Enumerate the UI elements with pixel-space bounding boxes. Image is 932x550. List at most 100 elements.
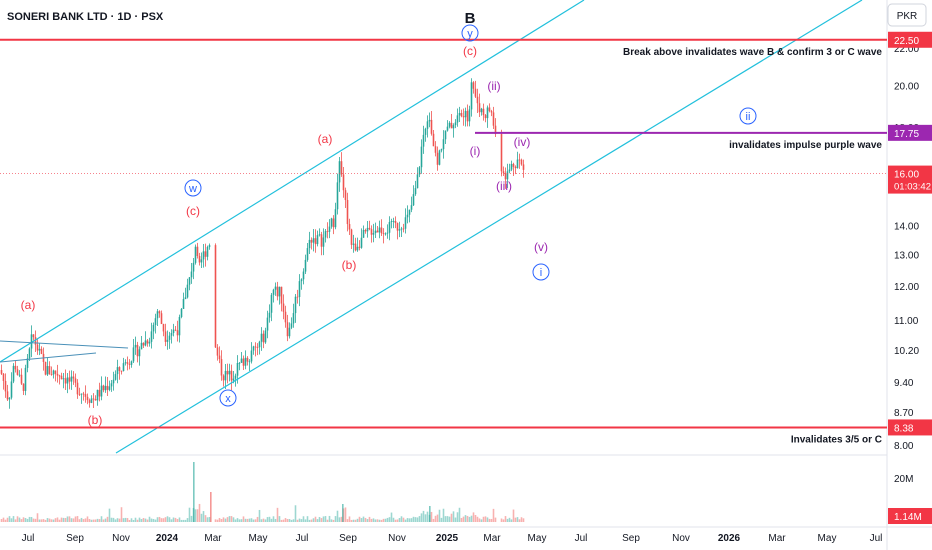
volume-bar — [514, 517, 517, 522]
candle — [222, 375, 225, 381]
candle — [160, 313, 163, 325]
volume-bar — [144, 518, 147, 522]
candle — [176, 330, 179, 336]
volume-bar — [86, 516, 89, 522]
volume-bar — [344, 507, 347, 522]
volume-bar — [342, 504, 344, 522]
volume-bar — [360, 518, 363, 522]
candle — [112, 379, 115, 384]
candle — [102, 385, 105, 391]
volume-bar — [350, 519, 353, 522]
candle — [386, 232, 389, 234]
price-level-label: 8.38 — [894, 423, 914, 434]
volume-bar — [394, 519, 397, 522]
countdown-label: 01:03:42 — [894, 182, 931, 193]
volume-bar — [6, 517, 9, 522]
candle — [50, 374, 53, 375]
candle — [342, 174, 345, 191]
candle — [70, 376, 73, 382]
volume-bar — [378, 519, 381, 522]
volume-bar — [0, 519, 3, 522]
candle — [200, 259, 203, 263]
candle — [274, 286, 277, 290]
candle — [100, 385, 103, 397]
drawings: Break above invalidates wave B & confirm… — [0, 0, 887, 454]
last-price-tag — [888, 165, 932, 194]
volume-bar — [30, 517, 33, 522]
volume-bar — [296, 519, 299, 522]
candle — [424, 128, 427, 135]
candle — [128, 363, 131, 365]
candle — [8, 397, 11, 400]
candle — [156, 311, 159, 319]
candle — [502, 171, 505, 174]
candle — [108, 386, 111, 390]
wave-label-red: (c) — [463, 44, 477, 58]
candle — [484, 115, 487, 119]
candle — [516, 159, 519, 169]
candle — [10, 381, 13, 398]
candle — [512, 163, 515, 167]
volume-bar — [220, 519, 223, 522]
candle — [12, 365, 15, 382]
candle — [480, 108, 483, 113]
candle — [446, 126, 449, 131]
volume-bar — [82, 519, 85, 522]
candle — [48, 366, 51, 375]
volume-bar — [160, 518, 163, 522]
time-tick-label: 2024 — [156, 533, 179, 544]
volume-bar — [314, 516, 317, 522]
time-tick-label: Mar — [204, 533, 222, 544]
candle — [216, 347, 219, 356]
volume-bar — [512, 509, 515, 522]
candle — [320, 234, 323, 247]
candle — [252, 346, 255, 351]
candle — [510, 163, 513, 170]
volume-bar — [402, 517, 405, 522]
volume-bar — [80, 517, 83, 522]
chart-title: SONERI BANK LTD · 1D · PSX — [7, 11, 164, 23]
volume-bar — [14, 519, 17, 522]
wave-label-black: B — [465, 10, 476, 27]
last-price-label: 16.00 — [894, 170, 919, 181]
volume-bar — [64, 518, 67, 522]
volume-bar — [104, 518, 107, 522]
volume-bar — [468, 516, 471, 522]
candle — [110, 383, 113, 387]
currency-button[interactable]: PKR — [887, 3, 927, 27]
volume-bar — [370, 518, 373, 522]
volume-bar — [522, 518, 525, 522]
candle — [236, 362, 239, 376]
volume-bar — [218, 517, 221, 522]
volume-bar — [262, 518, 265, 522]
price-tick-label: 22.00 — [894, 44, 919, 55]
candle — [298, 281, 301, 297]
candle — [260, 333, 263, 342]
volume-bar — [356, 518, 359, 522]
candle — [322, 237, 325, 247]
volume-bar — [246, 518, 249, 522]
candle — [250, 350, 253, 362]
candle — [34, 337, 37, 345]
candle — [132, 347, 135, 362]
volume-bar — [462, 516, 465, 522]
volume-bar — [358, 516, 361, 522]
volume-bar — [154, 519, 157, 522]
candle — [86, 396, 89, 401]
volume-bar — [492, 508, 495, 522]
volume-bar — [272, 516, 275, 522]
volume-bar — [354, 519, 357, 522]
candle — [472, 82, 475, 89]
volume-bar — [454, 517, 457, 522]
volume-bar — [429, 506, 431, 522]
time-tick-label: Nov — [672, 533, 690, 544]
volume-bar — [510, 519, 513, 522]
volume-bar — [228, 516, 231, 522]
price-tick-label: 14.00 — [894, 222, 919, 233]
volume-bar — [232, 517, 235, 522]
volume-bar — [172, 517, 175, 522]
candle — [408, 209, 411, 215]
volume-bar — [298, 518, 301, 522]
